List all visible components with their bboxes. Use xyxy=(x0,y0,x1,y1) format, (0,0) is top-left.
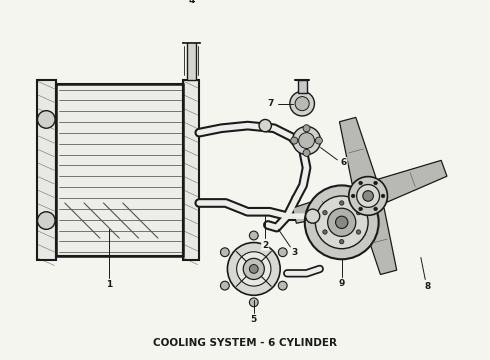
Circle shape xyxy=(356,230,361,234)
Bar xyxy=(37,80,56,260)
Bar xyxy=(298,80,307,93)
Circle shape xyxy=(278,248,287,257)
Bar xyxy=(56,84,183,256)
Circle shape xyxy=(259,120,271,132)
Circle shape xyxy=(359,181,363,185)
Text: 3: 3 xyxy=(291,248,297,257)
Circle shape xyxy=(237,252,271,286)
Circle shape xyxy=(220,281,229,290)
Circle shape xyxy=(349,177,388,215)
Circle shape xyxy=(374,207,377,211)
Circle shape xyxy=(357,185,380,207)
Bar xyxy=(183,80,199,260)
Text: 5: 5 xyxy=(251,315,257,324)
Circle shape xyxy=(38,111,55,128)
Circle shape xyxy=(278,281,287,290)
Bar xyxy=(183,27,200,43)
Circle shape xyxy=(249,298,258,307)
Text: 4: 4 xyxy=(188,0,195,5)
Circle shape xyxy=(303,125,310,132)
Bar xyxy=(183,80,199,260)
Bar xyxy=(56,84,183,256)
Circle shape xyxy=(374,181,377,185)
Circle shape xyxy=(306,209,320,223)
Bar xyxy=(187,40,196,80)
Circle shape xyxy=(291,137,298,144)
Text: 6: 6 xyxy=(341,158,346,167)
Circle shape xyxy=(305,185,379,259)
Text: 1: 1 xyxy=(105,280,112,289)
Bar xyxy=(37,80,56,260)
Text: 8: 8 xyxy=(425,282,431,291)
Circle shape xyxy=(323,211,327,215)
Circle shape xyxy=(249,265,258,273)
Text: 9: 9 xyxy=(339,279,345,288)
Circle shape xyxy=(293,126,320,155)
Circle shape xyxy=(227,243,280,295)
Circle shape xyxy=(303,149,310,156)
Circle shape xyxy=(323,230,327,234)
Circle shape xyxy=(38,212,55,229)
Circle shape xyxy=(316,137,322,144)
Circle shape xyxy=(363,191,373,201)
Text: 7: 7 xyxy=(268,99,274,108)
Circle shape xyxy=(328,208,356,237)
Circle shape xyxy=(243,258,264,279)
Circle shape xyxy=(336,216,348,229)
Circle shape xyxy=(351,194,355,198)
Polygon shape xyxy=(360,208,397,275)
Circle shape xyxy=(316,196,368,249)
Polygon shape xyxy=(379,160,447,202)
Circle shape xyxy=(359,207,363,211)
Text: 2: 2 xyxy=(262,241,269,250)
Circle shape xyxy=(220,248,229,257)
Circle shape xyxy=(356,211,361,215)
Circle shape xyxy=(340,201,344,205)
Circle shape xyxy=(381,194,385,198)
Circle shape xyxy=(295,96,309,111)
Circle shape xyxy=(298,132,315,148)
Circle shape xyxy=(249,231,258,240)
Circle shape xyxy=(340,239,344,244)
Circle shape xyxy=(290,91,315,116)
Polygon shape xyxy=(293,189,356,223)
Text: COOLING SYSTEM - 6 CYLINDER: COOLING SYSTEM - 6 CYLINDER xyxy=(153,338,337,348)
Polygon shape xyxy=(340,117,376,184)
